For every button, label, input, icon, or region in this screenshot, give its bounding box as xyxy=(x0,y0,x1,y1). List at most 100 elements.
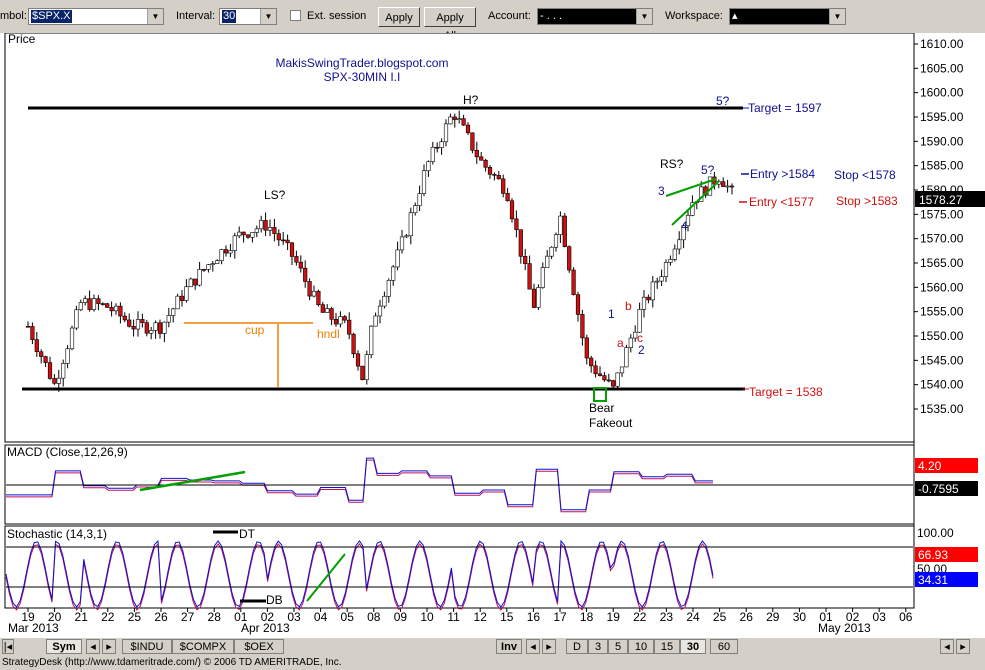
wave-4: 4 xyxy=(681,219,688,233)
candle-up xyxy=(413,205,418,214)
candle-down xyxy=(531,288,537,308)
candle-up xyxy=(267,227,273,231)
ext-session-checkbox[interactable] xyxy=(290,10,301,21)
tab-sym[interactable]: Sym xyxy=(46,639,82,654)
candle-up xyxy=(685,215,691,227)
apply-all-button[interactable]: Apply All xyxy=(424,7,476,42)
tab-prev-icon[interactable]: ◂ xyxy=(86,639,100,654)
wedge-upper-line xyxy=(665,178,717,197)
candle-down xyxy=(303,267,308,282)
wave-1: 1 xyxy=(608,307,615,321)
left-shoulder-label: LS? xyxy=(264,188,286,202)
candles xyxy=(25,110,735,392)
chevron-down-icon[interactable]: ▼ xyxy=(147,9,163,24)
candle-up xyxy=(677,239,682,250)
scroll-left-arrow-icon[interactable]: |◂ xyxy=(2,639,14,654)
tab-oex[interactable]: $OEX xyxy=(234,639,284,654)
tab-indu[interactable]: $INDU xyxy=(122,639,172,654)
tab-30[interactable]: 30 xyxy=(680,639,706,654)
candle-down xyxy=(118,305,123,317)
chart-area[interactable]: 1610.00 1605.00 1600.00 1595.00 1590.00 1585.… xyxy=(0,32,985,637)
candle-up xyxy=(61,363,66,379)
price-tick-label: 1550.00 xyxy=(920,329,964,343)
tab-next-2-icon[interactable]: ▸ xyxy=(542,639,556,654)
symbol-combo[interactable]: $SPX.X ▼ xyxy=(28,8,164,25)
tab-5[interactable]: 5 xyxy=(608,639,628,654)
chevron-down-icon[interactable]: ▼ xyxy=(260,9,276,24)
candle-up xyxy=(549,246,554,257)
bottom-tabbar: |◂ Sym ◂ ▸ $INDU $COMPX $OEX Inv ◂ ▸ D 3… xyxy=(0,637,985,656)
tab-compx[interactable]: $COMPX xyxy=(172,639,234,654)
stoch-tick-100: 100.00 xyxy=(917,526,954,540)
candle-down xyxy=(514,218,519,230)
stoch-trend-line xyxy=(306,553,346,602)
price-panel xyxy=(4,32,915,443)
price-tick-label: 1600.00 xyxy=(920,86,964,100)
candle-down xyxy=(223,249,229,254)
date-tick-label: 01 xyxy=(819,610,833,624)
candle-up xyxy=(536,287,541,308)
candle-down xyxy=(157,322,163,334)
candle-down xyxy=(131,326,136,330)
right-shoulder-label: RS? xyxy=(660,157,684,171)
date-tick-label: 19 xyxy=(607,610,621,624)
candle-up xyxy=(417,193,422,206)
candle-down xyxy=(342,316,347,321)
candle-down xyxy=(351,333,356,355)
candle-down xyxy=(452,116,457,120)
chart-svg[interactable]: 1610.00 1605.00 1600.00 1595.00 1590.00 1585.… xyxy=(0,32,985,637)
candle-down xyxy=(496,175,501,180)
wave-5q-top: 5? xyxy=(716,94,730,108)
tab-next-icon[interactable]: ▸ xyxy=(102,639,116,654)
date-tick-label: 09 xyxy=(394,610,408,624)
price-tick-label: 1585.00 xyxy=(920,159,964,173)
apply-button[interactable]: Apply xyxy=(378,7,420,27)
tab-inv[interactable]: Inv xyxy=(496,639,522,654)
candle-up xyxy=(184,286,189,301)
candle-up xyxy=(681,225,686,241)
candle-down xyxy=(193,278,198,286)
tab-60[interactable]: 60 xyxy=(710,639,738,654)
tab-10[interactable]: 10 xyxy=(628,639,654,654)
date-tick-label: 11 xyxy=(447,610,460,624)
date-tick-label: 15 xyxy=(500,610,514,624)
candle-up xyxy=(56,377,61,384)
workspace-combo[interactable]: ▴ ▼ xyxy=(729,8,846,25)
scroll-forward-icon[interactable]: ▸ xyxy=(956,639,970,654)
candle-up xyxy=(364,354,369,381)
candle-down xyxy=(567,246,572,271)
candle-up xyxy=(457,118,462,120)
chevron-down-icon[interactable]: ▼ xyxy=(636,9,652,24)
source-line-2: SPX-30MIN I.I xyxy=(324,70,401,84)
tab-3[interactable]: 3 xyxy=(588,639,608,654)
account-combo[interactable]: - . . . ▼ xyxy=(537,8,653,25)
candle-down xyxy=(580,314,585,339)
macd-trend-line xyxy=(139,470,246,492)
candle-up xyxy=(149,330,154,334)
chevron-down-icon[interactable]: ▼ xyxy=(829,9,845,24)
candle-up xyxy=(369,325,374,355)
candle-down xyxy=(100,303,105,305)
last-price-box xyxy=(915,191,985,207)
candle-up xyxy=(672,248,677,260)
candle-up xyxy=(545,255,550,268)
candle-down xyxy=(646,296,651,301)
wave-3: 3 xyxy=(658,184,665,198)
tab-prev-2-icon[interactable]: ◂ xyxy=(526,639,540,654)
price-tick-label: 1575.00 xyxy=(920,207,964,221)
candle-up xyxy=(540,267,545,288)
candle-up xyxy=(553,234,559,248)
tab-15[interactable]: 15 xyxy=(654,639,680,654)
date-tick-label: 28 xyxy=(208,610,222,624)
candle-up xyxy=(91,298,97,310)
candle-down xyxy=(611,380,616,387)
date-tick-label: 02 xyxy=(261,610,275,624)
stoch-value-1: 66.93 xyxy=(918,548,948,562)
interval-combo[interactable]: 30 ▼ xyxy=(219,8,277,25)
tab-d[interactable]: D xyxy=(566,639,588,654)
candle-down xyxy=(602,375,607,381)
scroll-back-icon[interactable]: ◂ xyxy=(940,639,954,654)
candle-up xyxy=(707,176,713,196)
indicators xyxy=(5,457,714,611)
candle-up xyxy=(78,302,83,311)
